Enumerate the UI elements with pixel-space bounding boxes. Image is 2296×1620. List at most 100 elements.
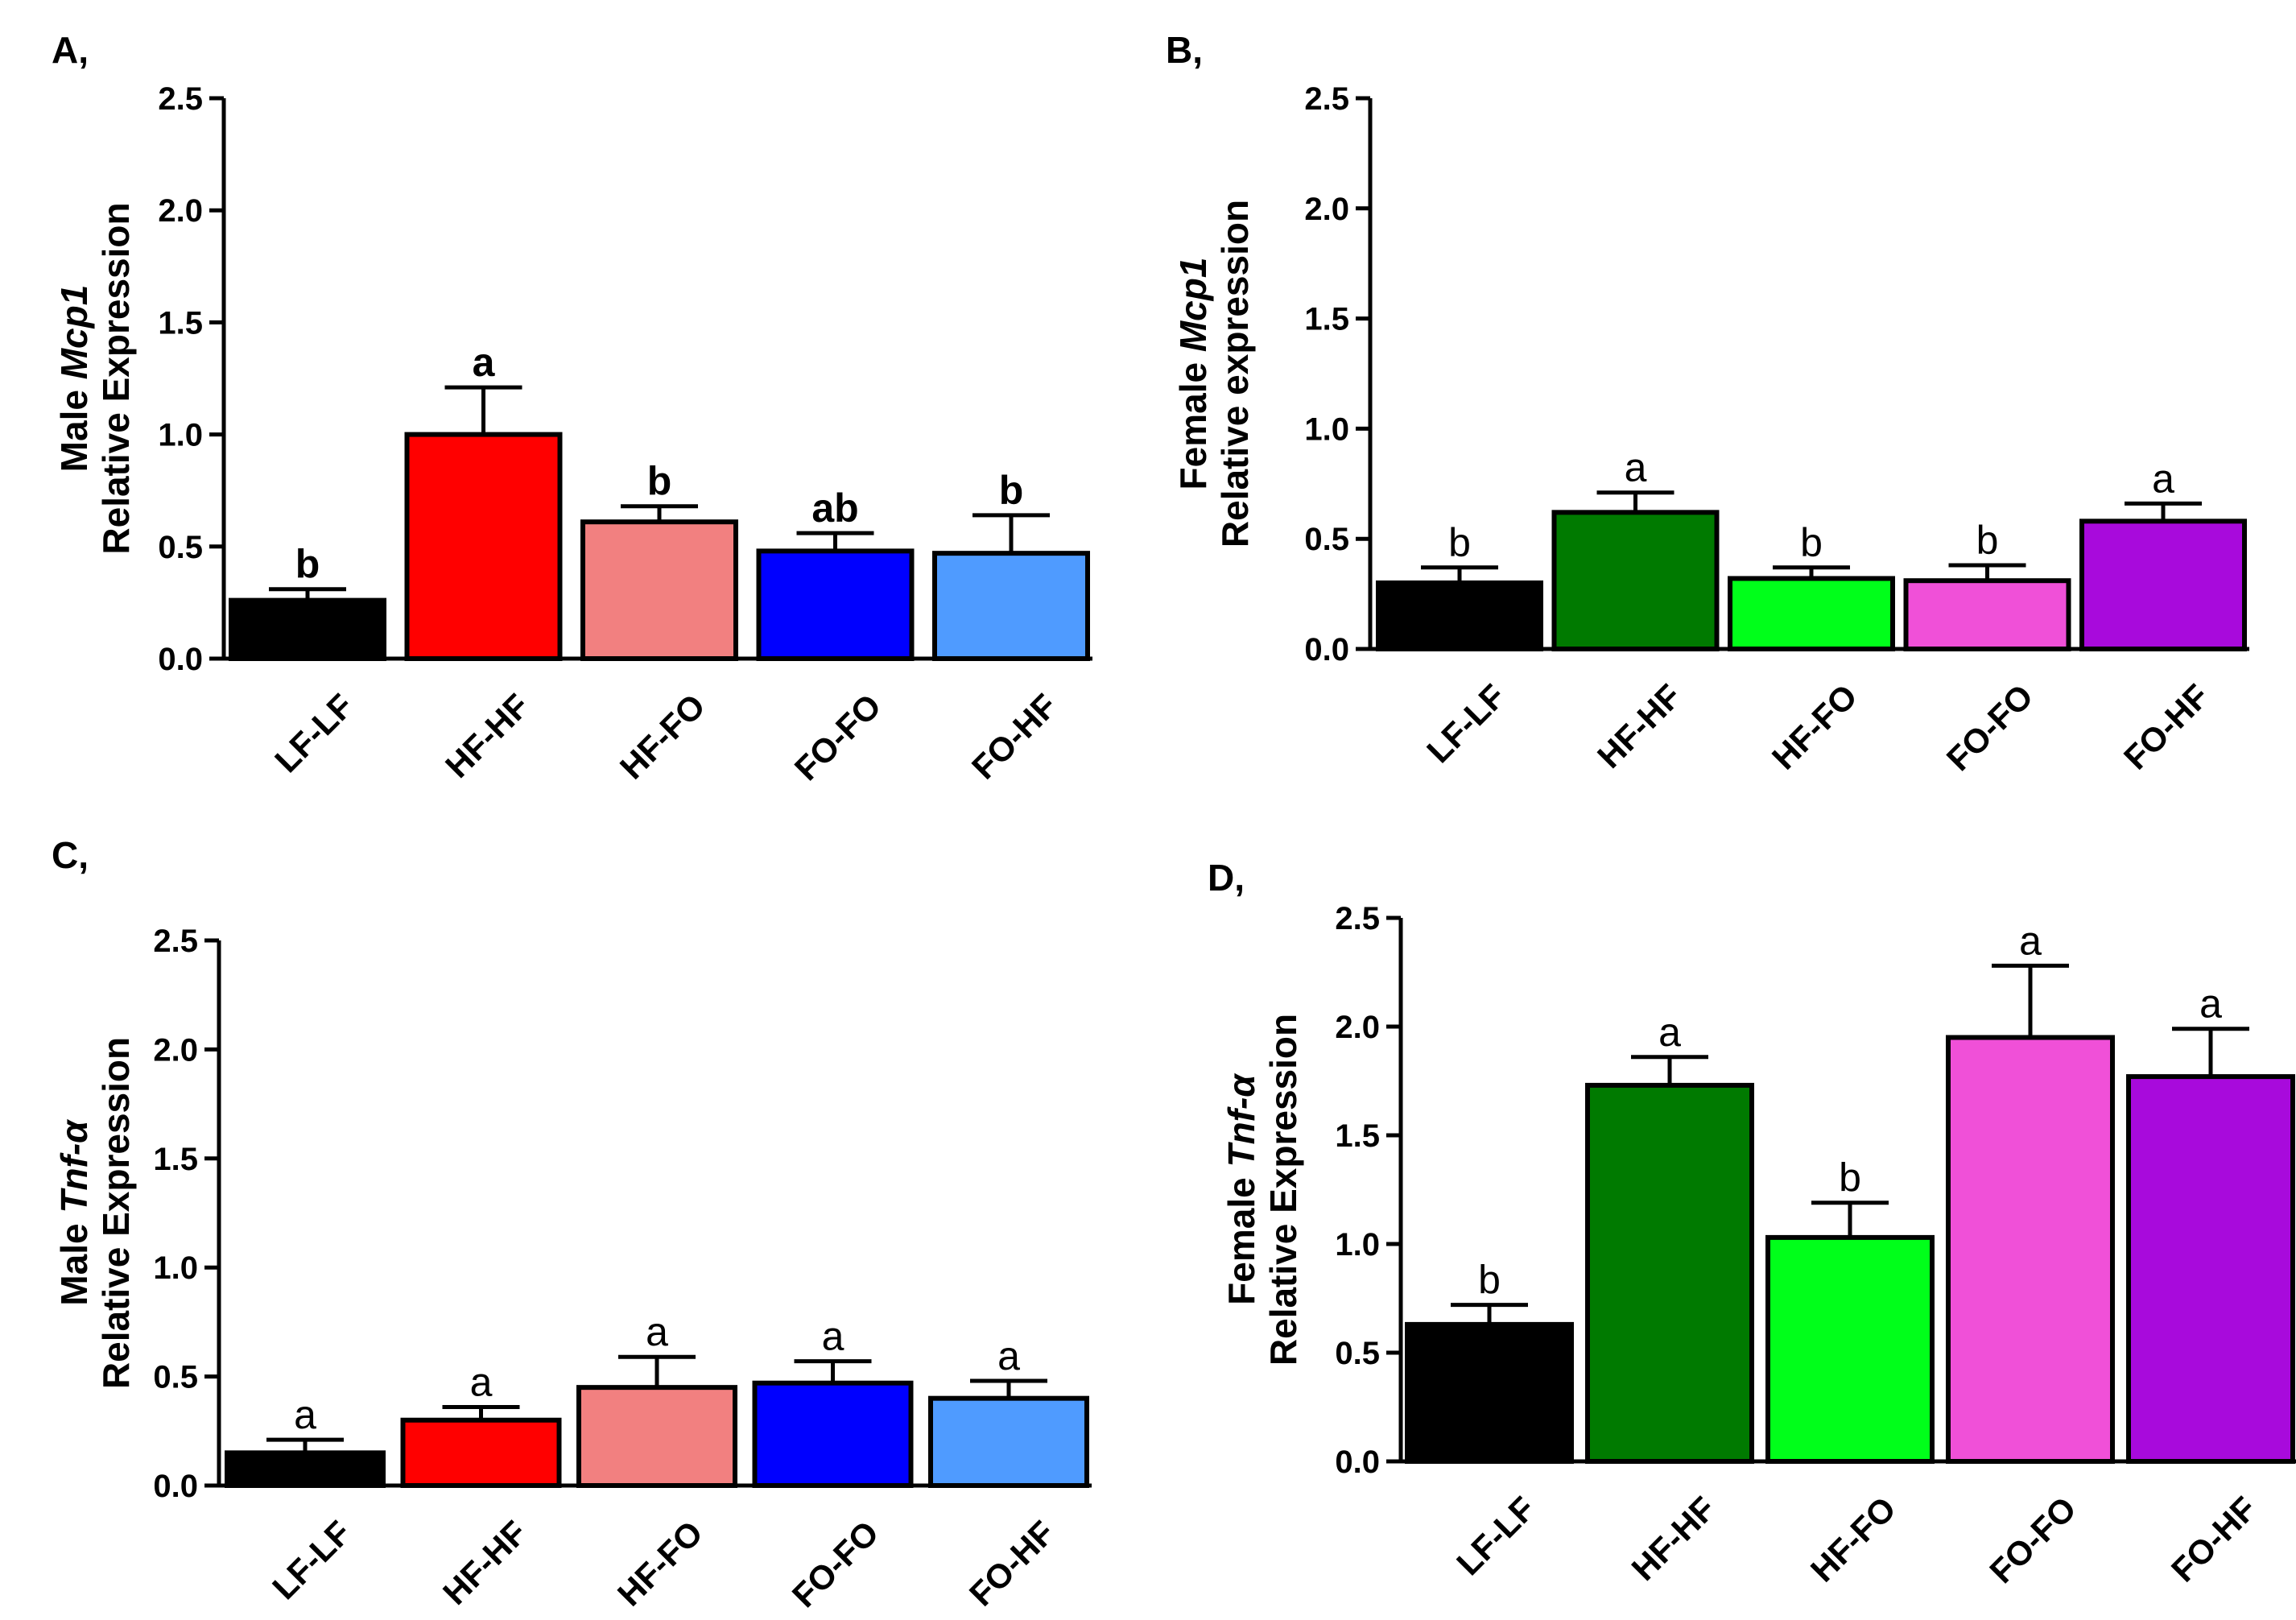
bar (580, 519, 738, 662)
y-tick-label: 0.5 (158, 530, 203, 565)
category-label: FO-HF (2164, 1490, 2264, 1589)
category-label: HF-FO (1803, 1490, 1903, 1589)
y-tick-label: 1.0 (1304, 411, 1349, 447)
significance-label: b (1478, 1258, 1501, 1303)
bar (1728, 576, 1895, 651)
significance-label: b (1800, 520, 1823, 565)
significance-label: b (1976, 518, 1999, 563)
category-label: HF-HF (438, 687, 536, 785)
category-label: HF-FO (610, 1514, 710, 1614)
chart-panel-a: A, 0.0 0.5 1.0 1.5 2.0 2.5 Male Mcp1 Relative Ex… (52, 29, 1092, 787)
y-axis-label-prefix: Male (53, 1213, 95, 1306)
category-label: LF-LF (265, 1514, 358, 1607)
y-tick-label: 2.0 (1335, 1010, 1380, 1045)
significance-label: a (2199, 982, 2222, 1027)
category-label: HF-HF (1625, 1490, 1723, 1588)
significance-label: b (999, 468, 1024, 513)
category-label: FO-HF (962, 1514, 1062, 1614)
panel-label: D, (1208, 857, 1245, 899)
y-tick-label: 1.0 (153, 1250, 198, 1286)
bar (404, 432, 563, 661)
y-axis-label-line2: Relative Expression (95, 202, 137, 554)
significance-label: a (2019, 918, 2042, 963)
bar (1946, 1035, 2115, 1464)
significance-label: b (295, 542, 320, 587)
chart-panel-d: D, 0.0 0.5 1.0 1.5 2.0 2.5 Female Tnf-α Relative… (1208, 857, 2296, 1590)
significance-label: a (294, 1392, 316, 1437)
y-tick-label: 2.5 (153, 924, 198, 959)
y-tick-label: 0.0 (153, 1469, 198, 1504)
y-tick-label: 0.0 (1304, 632, 1349, 667)
bar (1903, 578, 2071, 652)
chart-panel-c: C, 0.0 0.5 1.0 1.5 2.0 2.5 Male Tnf-α Relative E… (52, 834, 1092, 1614)
y-tick-label: 1.0 (158, 418, 203, 453)
significance-label: a (473, 340, 496, 385)
bar (2079, 519, 2247, 652)
bar (229, 597, 386, 662)
category-label: HF-FO (613, 687, 712, 787)
category-label: LF-LF (1419, 677, 1513, 771)
category-label: FO-HF (2116, 677, 2216, 777)
bar (1585, 1082, 1754, 1465)
y-tick-label: 2.5 (158, 81, 203, 117)
bar (752, 1380, 914, 1488)
panel-label: C, (52, 834, 89, 876)
y-axis-label: Female Tnf-α (1220, 1072, 1262, 1305)
y-axis-label-gene: Tnf-α (1220, 1072, 1262, 1167)
significance-label: a (1658, 1010, 1681, 1055)
category-label: HF-HF (436, 1514, 534, 1612)
category-label: FO-FO (1939, 677, 2041, 779)
y-tick-label: 1.5 (158, 305, 203, 341)
y-axis-label-line2: Relative expression (1214, 200, 1256, 548)
y-axis-label-gene: Tnf-α (53, 1118, 95, 1213)
y-tick-label: 1.5 (1304, 302, 1349, 337)
y-axis-label: Male Mcp1 (53, 285, 95, 473)
y-axis-label-prefix: Female (1220, 1167, 1262, 1305)
category-label: HF-FO (1765, 677, 1864, 777)
y-tick-label: 1.5 (1335, 1118, 1380, 1154)
y-tick-label: 2.5 (1335, 901, 1380, 936)
bar (225, 1450, 386, 1489)
y-tick-label: 0.5 (153, 1360, 198, 1395)
y-axis-label-prefix: Female (1172, 352, 1214, 490)
bar (576, 1385, 737, 1489)
y-tick-label: 1.0 (1335, 1227, 1380, 1263)
category-label: HF-HF (1590, 677, 1688, 775)
bar (1405, 1321, 1574, 1465)
significance-label: a (822, 1314, 844, 1359)
y-tick-label: 1.5 (153, 1142, 198, 1177)
bar (2126, 1074, 2295, 1464)
y-axis-label: Male Tnf-α (53, 1118, 95, 1306)
y-tick-label: 2.0 (158, 193, 203, 229)
y-axis-label: Female Mcp1 (1172, 258, 1214, 490)
y-axis-label-prefix: Male (53, 379, 95, 472)
panel-label: A, (52, 29, 89, 71)
bar (1376, 580, 1543, 651)
y-tick-label: 0.5 (1335, 1336, 1380, 1371)
bar (400, 1417, 562, 1489)
category-label: LF-LF (267, 687, 361, 780)
category-label: LF-LF (1449, 1490, 1542, 1583)
bar (928, 1395, 1089, 1489)
y-axis-label-line2: Relative Expression (95, 1037, 137, 1389)
y-tick-label: 2.5 (1304, 81, 1349, 117)
category-label: FO-FO (1982, 1490, 2083, 1591)
significance-label: a (1625, 445, 1647, 490)
y-tick-label: 0.5 (1304, 522, 1349, 557)
y-axis-label-gene: Mcp1 (53, 285, 95, 380)
y-tick-label: 0.0 (1335, 1444, 1380, 1480)
category-label: FO-HF (964, 687, 1064, 787)
y-axis-label-gene: Mcp1 (1172, 258, 1214, 353)
category-label: FO-FO (787, 687, 889, 788)
category-label: FO-FO (785, 1514, 886, 1615)
y-tick-label: 0.0 (158, 642, 203, 677)
panel-label: B, (1166, 29, 1203, 71)
y-tick-label: 2.0 (153, 1032, 198, 1068)
bar (1551, 510, 1720, 651)
significance-label: a (470, 1360, 493, 1405)
chart-panel-b: B, 0.0 0.5 1.0 1.5 2.0 2.5 Female Mcp1 Relative … (1166, 29, 2249, 778)
significance-label: b (647, 459, 672, 504)
significance-label: ab (811, 486, 858, 531)
bar (932, 551, 1090, 661)
